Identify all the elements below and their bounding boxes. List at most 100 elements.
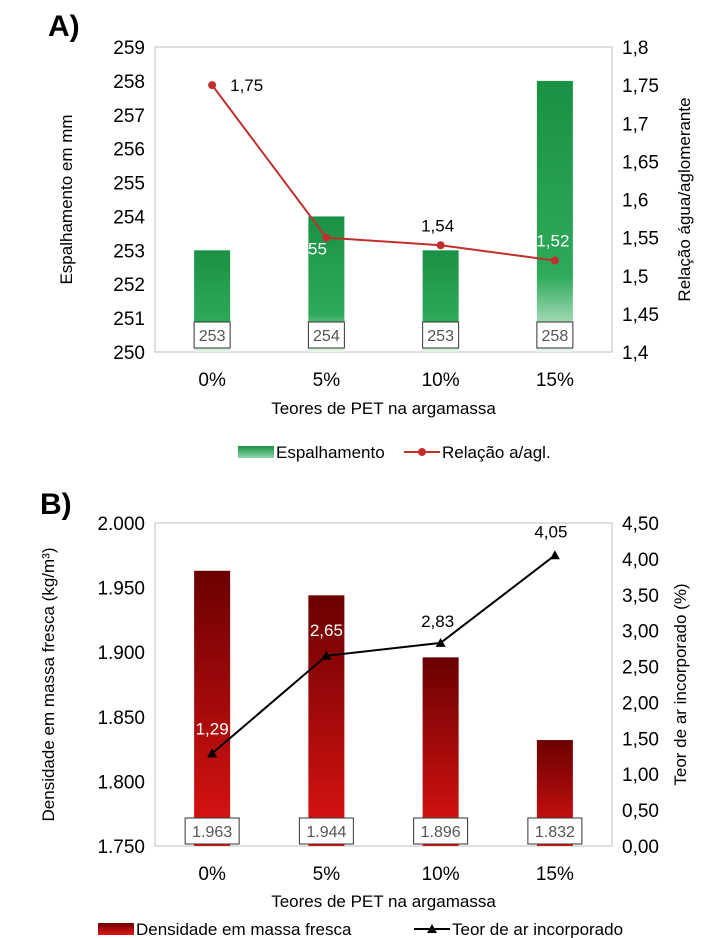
plot-area [154,46,613,353]
x-axis-title: Teores de PET na argamassa [271,892,496,911]
line-point [435,637,446,647]
y-right-axis-title: Relação água/aglomerante [675,97,694,301]
bar-value-label: 1.963 [192,824,232,841]
legend-marker [418,448,426,456]
line-value-label: 1,54 [421,216,454,235]
bar [422,657,459,846]
bar-value-label-box [413,817,469,845]
y-right-tick-label: 1,8 [622,38,648,59]
y-right-tick-label: 1,55 [622,229,659,250]
line-value-label: 2,83 [421,612,454,631]
x-axis-title: Teores de PET na argamassa [271,399,496,418]
y-left-tick-label: 259 [113,38,145,59]
bar-value-label-box [184,817,240,845]
y-left-tick-label: 256 [113,140,145,161]
y-left-tick-label: 1.800 [97,772,145,793]
bar-value-label-box [422,321,460,349]
panel-a-label: A) [48,10,80,43]
line-value-label: 1,55 [294,240,327,259]
y-left-tick-label: 2.000 [97,514,145,535]
y-right-tick-label: 1,75 [622,76,659,97]
line-point [549,550,560,560]
y-right-tick-label: 2,00 [622,693,659,714]
x-tick-label: 5% [313,370,341,391]
bar-value-label: 1.896 [421,824,461,841]
x-tick-label: 0% [198,370,226,391]
x-tick-label: 15% [536,864,574,885]
line-point [321,650,332,660]
legend: Espalhamento Relação a/agl. [238,443,551,462]
y-left-tick-label: 258 [113,72,145,93]
y-left-tick-label: 1.750 [97,837,145,858]
line-value-label: 4,05 [534,522,567,541]
y-right-tick-label: 0,50 [622,801,659,822]
bar-value-label: 253 [199,328,226,345]
y-right-tick-label: 1,00 [622,765,659,786]
line-point [550,256,559,265]
y-left-tick-label: 1.900 [97,643,145,664]
y-right-tick-label: 3,50 [622,586,659,607]
legend: Densidade em massa fresca Teor de ar inco… [98,920,623,938]
x-tick-label: 10% [422,864,460,885]
line-point [322,233,331,242]
bar-value-label-box [307,321,345,349]
bar-value-label: 258 [542,328,569,345]
line-series [211,84,556,262]
x-tick-label: 0% [198,864,226,885]
y-left-tick-label: 254 [113,207,145,228]
plot-area [154,522,613,847]
line-value-label: 2,65 [310,621,343,640]
legend-marker [427,924,437,933]
bar [536,80,573,352]
y-left-tick-label: 252 [113,275,145,296]
y-right-tick-label: 4,50 [622,514,659,535]
x-tick-label: 10% [422,370,460,391]
legend-swatch-bar [98,923,134,935]
y-right-tick-label: 1,4 [622,343,649,364]
bar-value-label: 1.944 [306,824,346,841]
panel-b-label: B) [40,488,72,521]
line-series [211,554,556,755]
y-left-tick-label: 257 [113,106,145,127]
x-tick-label: 15% [536,370,574,391]
y-right-tick-label: 1,6 [622,191,648,212]
x-tick-label: 5% [313,864,341,885]
legend-label-line: Relação a/agl. [442,443,551,462]
bar-value-label: 254 [313,328,340,345]
y-right-tick-label: 3,00 [622,622,659,643]
y-left-axis-title: Densidade em massa fresca (kg/m³) [39,548,58,822]
y-right-tick-label: 4,00 [622,550,659,571]
bar-value-label: 253 [427,328,454,345]
y-left-tick-label: 253 [113,241,145,262]
y-left-tick-label: 251 [113,309,145,330]
y-right-tick-label: 1,45 [622,305,659,326]
legend-label-bar: Espalhamento [276,443,385,462]
y-right-tick-label: 1,5 [622,267,648,288]
line-value-label: 1,75 [230,76,263,95]
y-left-tick-label: 1.850 [97,708,145,729]
legend-swatch-bar [238,446,274,458]
line-point [208,81,217,90]
y-right-tick-label: 1,65 [622,152,659,173]
y-right-tick-label: 1,50 [622,729,659,750]
y-left-axis-title: Espalhamento em mm [57,114,76,284]
y-right-tick-label: 0,00 [622,837,659,858]
bar [308,595,345,846]
y-left-tick-label: 1.950 [97,579,145,600]
legend-label-bar: Densidade em massa fresca [136,920,352,938]
y-right-axis-title: Teor de ar incorporado (%) [671,583,690,785]
bar-value-label-box [527,817,583,845]
y-right-tick-label: 1,7 [622,114,648,135]
bar-value-label-box [298,817,354,845]
bar-value-label: 1.832 [535,824,575,841]
line-point [207,748,218,758]
bar-value-label-box [193,321,231,349]
chart-panel-b: 1.750 1.800 1.850 1.900 1.950 2.000 0,00 0,50 1,… [39,514,690,938]
line-value-label: 1,52 [536,232,569,251]
bar-value-label-box [536,321,574,349]
y-left-tick-label: 250 [113,343,145,364]
chart-panel-a: 250 251 252 253 254 255 256 257 258 259 1,4 1,45 1,5… [57,38,694,462]
legend-label-line: Teor de ar incorporado [452,920,623,938]
line-value-label: 1,29 [196,719,229,738]
